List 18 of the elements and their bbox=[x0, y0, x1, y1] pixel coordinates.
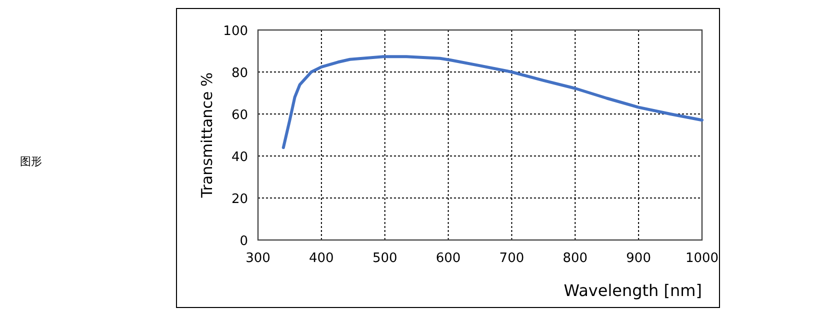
x-tick-label: 700 bbox=[499, 251, 524, 266]
x-axis-title: Wavelength [nm] bbox=[564, 281, 702, 300]
x-tick-label: 500 bbox=[372, 251, 398, 266]
x-tick-label: 600 bbox=[436, 251, 461, 266]
y-axis-title: Transmittance % bbox=[198, 72, 216, 199]
x-tick-label: 900 bbox=[626, 251, 651, 266]
text: 图形 bbox=[20, 155, 42, 168]
y-tick-label: 20 bbox=[231, 192, 248, 207]
x-tick-label: 800 bbox=[562, 251, 588, 266]
x-tick-label: 300 bbox=[246, 251, 270, 266]
line-series bbox=[282, 55, 704, 150]
y-tick-label: 100 bbox=[223, 24, 248, 39]
y-tick-label: 40 bbox=[231, 150, 248, 165]
x-tick-label: 1000 bbox=[685, 251, 719, 266]
x-tick-label: 400 bbox=[309, 251, 334, 266]
y-tick-label: 80 bbox=[231, 66, 248, 81]
y-tick-label: 0 bbox=[240, 234, 248, 249]
y-tick-label: 60 bbox=[231, 108, 248, 123]
